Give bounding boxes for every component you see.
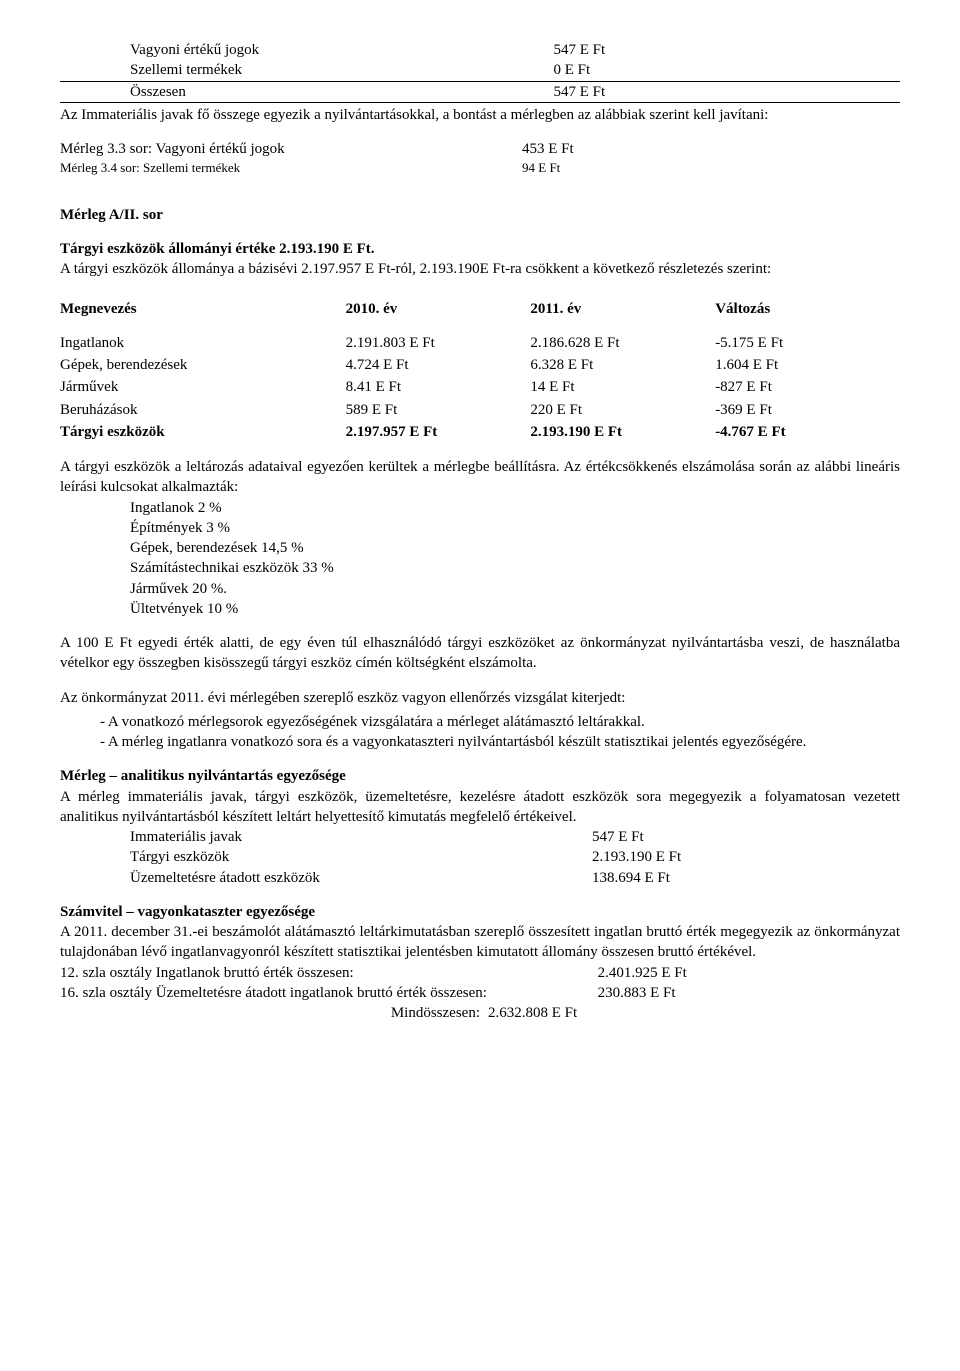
table-row: Gépek, berendezések 4.724 E Ft 6.328 E F… bbox=[60, 354, 900, 376]
list-item: A mérleg ingatlanra vonatkozó sora és a … bbox=[100, 732, 900, 752]
line: A tárgyi eszközök állománya a bázisévi 2… bbox=[60, 259, 900, 279]
section-heading: Számvitel – vagyonkataszter egyezősége bbox=[60, 902, 900, 922]
cell: 2.191.803 E Ft bbox=[346, 332, 531, 354]
section-text: A 2011. december 31.-ei beszámolót alátá… bbox=[60, 922, 900, 963]
row-label: 16. szla osztály Üzemeltetésre átadott i… bbox=[60, 983, 598, 1003]
change-table: Megnevezés 2010. év 2011. év Változás In… bbox=[60, 298, 900, 444]
table-row: Járművek 8.41 E Ft 14 E Ft -827 E Ft bbox=[60, 376, 900, 398]
row-value: 0 E Ft bbox=[554, 60, 901, 80]
col-header: Változás bbox=[715, 298, 900, 320]
cell: Gépek, berendezések bbox=[60, 354, 346, 376]
cell: -369 E Ft bbox=[715, 399, 900, 421]
list-item: Gépek, berendezések 14,5 % bbox=[130, 538, 900, 558]
cell: Járművek bbox=[60, 376, 346, 398]
table-row: Mérleg 3.3 sor: Vagyoni értékű jogok 453… bbox=[60, 139, 900, 159]
table-row: Vagyoni értékű jogok 547 E Ft bbox=[60, 40, 900, 60]
cell: -5.175 E Ft bbox=[715, 332, 900, 354]
cell: Tárgyi eszközök bbox=[60, 421, 346, 443]
analit-table: Immateriális javak 547 E Ft Tárgyi eszkö… bbox=[60, 827, 900, 888]
vagyon-section: Számvitel – vagyonkataszter egyezősége A… bbox=[60, 902, 900, 1024]
row-label: Mérleg 3.3 sor: Vagyoni értékű jogok bbox=[60, 139, 522, 159]
cell: Ingatlanok bbox=[60, 332, 346, 354]
section-text: A mérleg immateriális javak, tárgyi eszk… bbox=[60, 787, 900, 828]
row-label: Mérleg 3.4 sor: Szellemi termékek bbox=[60, 159, 522, 177]
row-label: 12. szla osztály Ingatlanok bruttó érték… bbox=[60, 963, 598, 983]
cell: 14 E Ft bbox=[530, 376, 715, 398]
merleg-lines: Mérleg 3.3 sor: Vagyoni értékű jogok 453… bbox=[60, 139, 900, 177]
cell: 2.186.628 E Ft bbox=[530, 332, 715, 354]
row-value: 2.193.190 E Ft bbox=[592, 847, 900, 867]
row-label: Vagyoni értékű jogok bbox=[130, 40, 554, 60]
table-row: Üzemeltetésre átadott eszközök 138.694 E… bbox=[130, 868, 900, 888]
depreciation-list: Ingatlanok 2 % Építmények 3 % Gépek, ber… bbox=[60, 498, 900, 620]
table-row: 12. szla osztály Ingatlanok bruttó érték… bbox=[60, 963, 900, 983]
audit-list: A vonatkozó mérlegsorok egyezőségének vi… bbox=[60, 712, 900, 753]
table-row: Tárgyi eszközök 2.197.957 E Ft 2.193.190… bbox=[60, 421, 900, 443]
total-label: Mindösszesen: bbox=[60, 1003, 480, 1023]
row-value: 547 E Ft bbox=[554, 82, 901, 102]
vagyon-table: 12. szla osztály Ingatlanok bruttó érték… bbox=[60, 963, 900, 1024]
list-item: A vonatkozó mérlegsorok egyezőségének vi… bbox=[100, 712, 900, 732]
list-item: Járművek 20 %. bbox=[130, 579, 900, 599]
table-row: Összesen 547 E Ft bbox=[60, 82, 900, 103]
leltar-paragraph: A tárgyi eszközök a leltározás adataival… bbox=[60, 457, 900, 498]
total-value: 2.632.808 E Ft bbox=[480, 1003, 908, 1023]
col-header: 2010. év bbox=[346, 298, 531, 320]
table-row: Mérleg 3.4 sor: Szellemi termékek 94 E F… bbox=[60, 159, 900, 177]
row-value: 547 E Ft bbox=[592, 827, 900, 847]
list-item: Ültetvények 10 % bbox=[130, 599, 900, 619]
row-value: 453 E Ft bbox=[522, 139, 900, 159]
cell: 2.193.190 E Ft bbox=[530, 421, 715, 443]
section-heading: Mérleg A/II. sor bbox=[60, 205, 900, 225]
intro-paragraph: Az Immateriális javak fő összege egyezik… bbox=[60, 105, 900, 125]
section-body: Tárgyi eszközök állományi értéke 2.193.1… bbox=[60, 239, 900, 280]
row-label: Immateriális javak bbox=[130, 827, 592, 847]
row-label: Tárgyi eszközök bbox=[130, 847, 592, 867]
table-row: Ingatlanok 2.191.803 E Ft 2.186.628 E Ft… bbox=[60, 332, 900, 354]
table-header: Megnevezés 2010. év 2011. év Változás bbox=[60, 298, 900, 320]
cell: 589 E Ft bbox=[346, 399, 531, 421]
para-100: A 100 E Ft egyedi érték alatti, de egy é… bbox=[60, 633, 900, 674]
row-label: Összesen bbox=[130, 82, 554, 102]
cell: 4.724 E Ft bbox=[346, 354, 531, 376]
cell: 2.197.957 E Ft bbox=[346, 421, 531, 443]
table-row: Mindösszesen: 2.632.808 E Ft bbox=[60, 1003, 900, 1023]
list-item: Ingatlanok 2 % bbox=[130, 498, 900, 518]
analit-section: Mérleg – analitikus nyilvántartás egyező… bbox=[60, 766, 900, 888]
audit-intro: Az önkormányzat 2011. évi mérlegében sze… bbox=[60, 688, 900, 708]
table-row: Immateriális javak 547 E Ft bbox=[130, 827, 900, 847]
audit-block: Az önkormányzat 2011. évi mérlegében sze… bbox=[60, 688, 900, 753]
cell: -827 E Ft bbox=[715, 376, 900, 398]
row-label: Üzemeltetésre átadott eszközök bbox=[130, 868, 592, 888]
row-value: 94 E Ft bbox=[522, 159, 900, 177]
row-value: 547 E Ft bbox=[554, 40, 901, 60]
line: Tárgyi eszközök állományi értéke 2.193.1… bbox=[60, 239, 900, 259]
list-item: Építmények 3 % bbox=[130, 518, 900, 538]
row-value: 138.694 E Ft bbox=[592, 868, 900, 888]
cell: Beruházások bbox=[60, 399, 346, 421]
row-value: 230.883 E Ft bbox=[598, 983, 900, 1003]
row-label: Szellemi termékek bbox=[130, 60, 554, 80]
cell: 1.604 E Ft bbox=[715, 354, 900, 376]
cell: 6.328 E Ft bbox=[530, 354, 715, 376]
col-header: Megnevezés bbox=[60, 298, 346, 320]
cell: -4.767 E Ft bbox=[715, 421, 900, 443]
row-value: 2.401.925 E Ft bbox=[598, 963, 900, 983]
list-item: Számítástechnikai eszközök 33 % bbox=[130, 558, 900, 578]
table-row: Tárgyi eszközök 2.193.190 E Ft bbox=[130, 847, 900, 867]
col-header: 2011. év bbox=[530, 298, 715, 320]
cell: 8.41 E Ft bbox=[346, 376, 531, 398]
cell: 220 E Ft bbox=[530, 399, 715, 421]
top-table: Vagyoni értékű jogok 547 E Ft Szellemi t… bbox=[60, 40, 900, 103]
section-heading: Mérleg – analitikus nyilvántartás egyező… bbox=[60, 766, 900, 786]
table-row: Beruházások 589 E Ft 220 E Ft -369 E Ft bbox=[60, 399, 900, 421]
table-row: Szellemi termékek 0 E Ft bbox=[60, 60, 900, 81]
table-row: 16. szla osztály Üzemeltetésre átadott i… bbox=[60, 983, 900, 1003]
